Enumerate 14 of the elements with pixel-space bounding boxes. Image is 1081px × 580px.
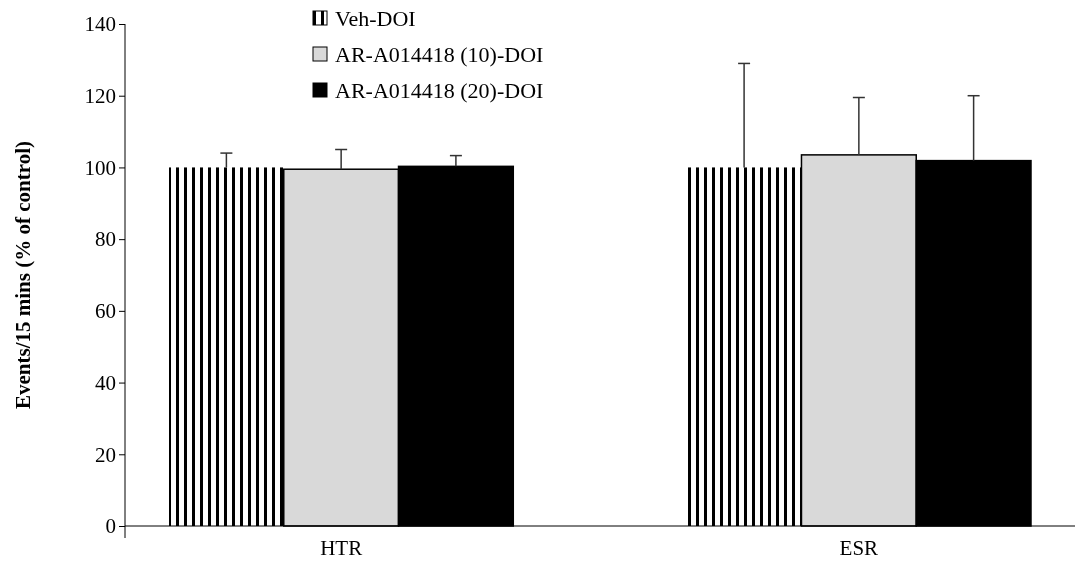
y-tick-label: 60 bbox=[95, 299, 116, 324]
legend-label: Veh-DOI bbox=[335, 5, 416, 31]
y-tick-label: 80 bbox=[95, 227, 116, 252]
legend-label: AR-A014418 (20)-DOI bbox=[335, 77, 544, 103]
y-tick-label: 120 bbox=[84, 83, 116, 108]
x-tick-label: HTR bbox=[320, 535, 363, 560]
y-axis-title: Events/15 mins (% of control) bbox=[11, 141, 35, 409]
y-tick-label: 140 bbox=[84, 12, 116, 37]
y-tick-label: 40 bbox=[95, 370, 116, 395]
x-tick-label: ESR bbox=[839, 535, 879, 560]
y-tick-label: 20 bbox=[95, 442, 116, 467]
y-tick-label: 0 bbox=[105, 514, 116, 539]
legend-label: AR-A014418 (10)-DOI bbox=[335, 41, 544, 67]
y-tick-label: 100 bbox=[84, 155, 116, 180]
